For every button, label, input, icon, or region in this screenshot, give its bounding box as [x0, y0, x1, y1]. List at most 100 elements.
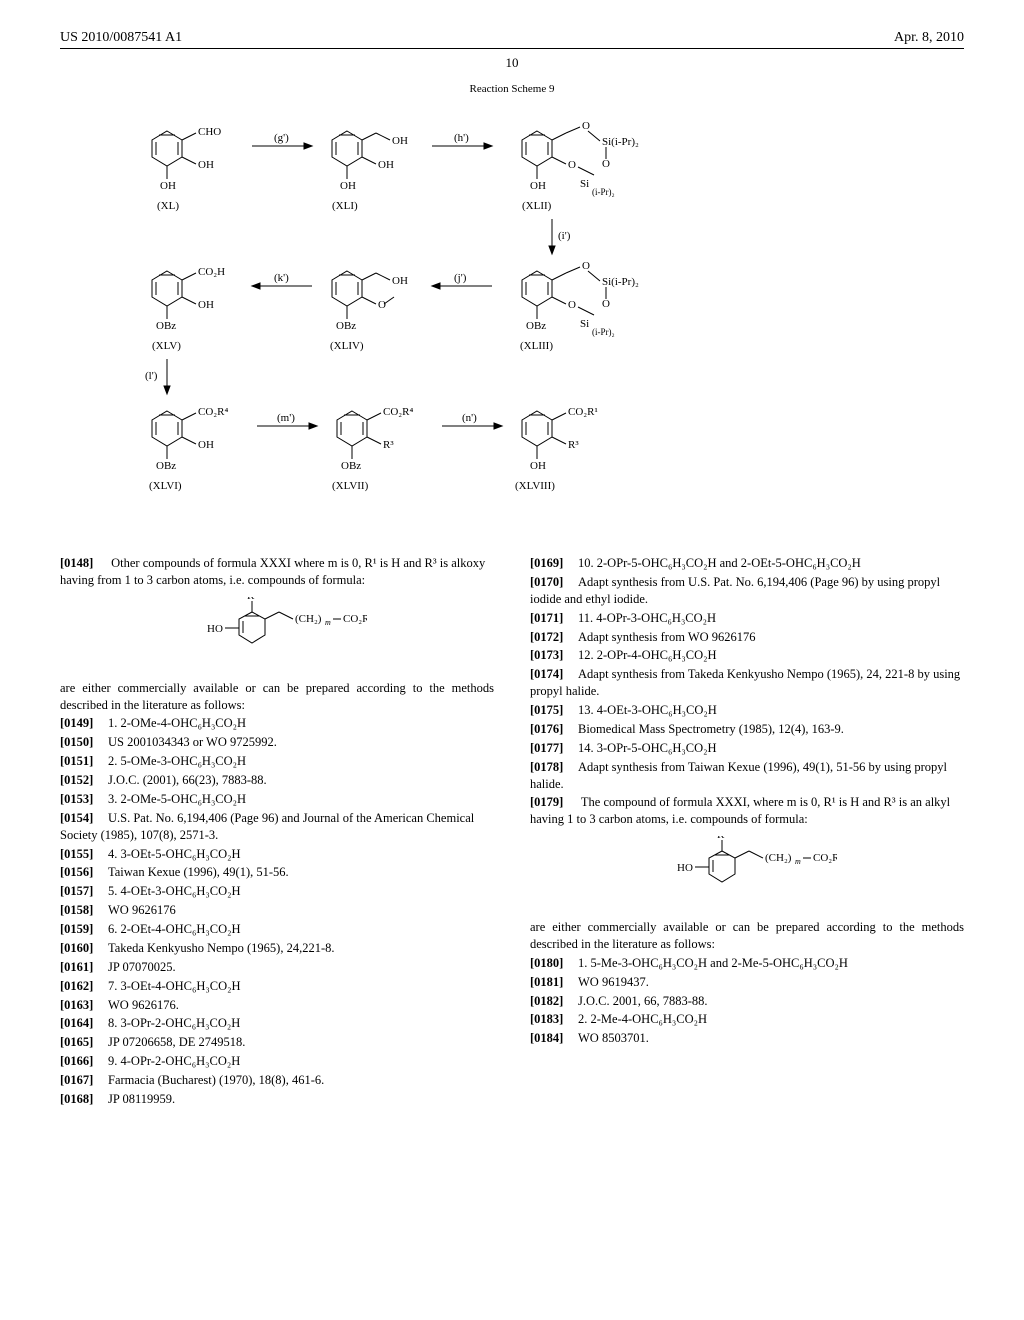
- svg-text:OBz: OBz: [336, 320, 356, 332]
- para-ref: [0155]: [60, 846, 108, 863]
- para-ref: [0149]: [60, 715, 108, 732]
- para-text: WO 9619437.: [578, 975, 649, 989]
- list-item: [0178]Adapt synthesis from Taiwan Kexue …: [530, 759, 964, 793]
- para-intro2: [0179] The compound of formula XXXI, whe…: [530, 794, 964, 828]
- para-ref: [0157]: [60, 883, 108, 900]
- para-text: 5. 4-OEt-3-OHC₆H₃CO₂H: [108, 884, 241, 898]
- svg-text:R³: R³: [383, 439, 394, 451]
- svg-text:m: m: [795, 857, 801, 866]
- list-item: [0180]1. 5-Me-3-OHC₆H₃CO₂H and 2-Me-5-OH…: [530, 955, 964, 972]
- formula-caption: are either commercially available or can…: [60, 680, 494, 714]
- svg-text:Si(i-Pr)₂: Si(i-Pr)₂: [602, 136, 639, 148]
- svg-text:(i'): (i'): [558, 230, 571, 242]
- list-item: [0154]U.S. Pat. No. 6,194,406 (Page 96) …: [60, 810, 494, 844]
- right-list-top: [0169]10. 2-OPr-5-OHC₆H₃CO₂H and 2-OEt-5…: [530, 555, 964, 792]
- svg-text:(i-Pr)₂: (i-Pr)₂: [592, 327, 615, 337]
- para-ref: [0158]: [60, 902, 108, 919]
- list-item: [0161]JP 07070025.: [60, 959, 494, 976]
- list-item: [0171]11. 4-OPr-3-OHC₆H₃CO₂H: [530, 610, 964, 627]
- svg-text:Si: Si: [580, 318, 589, 330]
- para-ref: [0169]: [530, 555, 578, 572]
- para-ref: [0182]: [530, 993, 578, 1010]
- list-item: [0170]Adapt synthesis from U.S. Pat. No.…: [530, 574, 964, 608]
- svg-text:OH: OH: [530, 460, 546, 472]
- para-text: U.S. Pat. No. 6,194,406 (Page 96) and Jo…: [60, 811, 474, 842]
- para-ref: [0160]: [60, 940, 108, 957]
- para-ref: [0163]: [60, 997, 108, 1014]
- svg-text:OH: OH: [378, 159, 394, 171]
- para-ref: [0166]: [60, 1053, 108, 1070]
- columns: [0148] Other compounds of formula XXXI w…: [60, 555, 964, 1110]
- pub-number: US 2010/0087541 A1: [60, 30, 182, 46]
- inline-formula-left: HO R³ (CH₂)m CO₂R¹: [80, 597, 494, 672]
- svg-text:(g'): (g'): [274, 132, 289, 144]
- para-text: 14. 3-OPr-5-OHC₆H₃CO₂H: [578, 741, 717, 755]
- page: US 2010/0087541 A1 Apr. 8, 2010 10 React…: [0, 0, 1024, 1150]
- svg-text:OBz: OBz: [341, 460, 361, 472]
- svg-text:CHO: CHO: [198, 126, 221, 138]
- svg-text:(l'): (l'): [145, 370, 158, 382]
- pub-date: Apr. 8, 2010: [894, 30, 964, 46]
- list-item: [0168]JP 08119959.: [60, 1091, 494, 1108]
- left-list: [0149]1. 2-OMe-4-OHC₆H₃CO₂H[0150]US 2001…: [60, 715, 494, 1107]
- para-text: 2. 2-Me-4-OHC₆H₃CO₂H: [578, 1012, 707, 1026]
- para-text: Adapt synthesis from Takeda Kenkyusho Ne…: [530, 667, 960, 698]
- para-intro: [0148] Other compounds of formula XXXI w…: [60, 555, 494, 589]
- para-ref: [0183]: [530, 1011, 578, 1028]
- list-item: [0156]Taiwan Kexue (1996), 49(1), 51-56.: [60, 864, 494, 881]
- svg-text:O: O: [602, 298, 610, 310]
- para-text: 11. 4-OPr-3-OHC₆H₃CO₂H: [578, 611, 716, 625]
- svg-text:OH: OH: [392, 275, 408, 287]
- svg-text:CO₂R¹: CO₂R¹: [568, 406, 598, 418]
- list-item: [0163]WO 9626176.: [60, 997, 494, 1014]
- para-ref: [0172]: [530, 629, 578, 646]
- svg-text:(m'): (m'): [277, 412, 295, 424]
- svg-text:(XLV): (XLV): [152, 340, 181, 352]
- svg-text:CO₂R⁴: CO₂R⁴: [383, 406, 413, 418]
- para-ref: [0162]: [60, 978, 108, 995]
- svg-text:OH: OH: [198, 299, 214, 311]
- list-item: [0153]3. 2-OMe-5-OHC₆H₃CO₂H: [60, 791, 494, 808]
- para-ref: [0150]: [60, 734, 108, 751]
- para-text: 6. 2-OEt-4-OHC₆H₃CO₂H: [108, 922, 241, 936]
- list-item: [0159]6. 2-OEt-4-OHC₆H₃CO₂H: [60, 921, 494, 938]
- svg-text:R³: R³: [247, 597, 258, 602]
- svg-text:OBz: OBz: [526, 320, 546, 332]
- para-ref: [0179]: [530, 794, 578, 811]
- svg-text:CO₂R¹: CO₂R¹: [813, 852, 837, 864]
- svg-text:m: m: [325, 618, 331, 627]
- para-text: 10. 2-OPr-5-OHC₆H₃CO₂H and 2-OEt-5-OHC₆H…: [578, 556, 861, 570]
- para-text: US 2001034343 or WO 9725992.: [108, 735, 277, 749]
- list-item: [0162]7. 3-OEt-4-OHC₆H₃CO₂H: [60, 978, 494, 995]
- para-text: JP 07070025.: [108, 960, 176, 974]
- svg-text:OBz: OBz: [156, 320, 176, 332]
- svg-text:(XLIII): (XLIII): [520, 340, 553, 352]
- svg-text:O: O: [582, 120, 590, 132]
- list-item: [0158]WO 9626176: [60, 902, 494, 919]
- para-text: Adapt synthesis from Taiwan Kexue (1996)…: [530, 760, 947, 791]
- para-text: Takeda Kenkyusho Nempo (1965), 24,221-8.: [108, 941, 335, 955]
- reaction-scheme-svg: CHO OH OH (XL) (g') OH OH OH (XLI): [102, 101, 922, 531]
- svg-text:Si: Si: [580, 178, 589, 190]
- svg-text:OH: OH: [160, 180, 176, 192]
- list-item: [0160]Takeda Kenkyusho Nempo (1965), 24,…: [60, 940, 494, 957]
- list-item: [0155]4. 3-OEt-5-OHC₆H₃CO₂H: [60, 846, 494, 863]
- svg-text:(CH₂): (CH₂): [295, 613, 322, 625]
- list-item: [0182]J.O.C. 2001, 66, 7883-88.: [530, 993, 964, 1010]
- para-ref: [0173]: [530, 647, 578, 664]
- svg-text:(XLVI): (XLVI): [149, 480, 182, 492]
- svg-text:R³: R³: [717, 836, 728, 841]
- list-item: [0169]10. 2-OPr-5-OHC₆H₃CO₂H and 2-OEt-5…: [530, 555, 964, 572]
- svg-text:(CH₂): (CH₂): [765, 852, 792, 864]
- list-item: [0181]WO 9619437.: [530, 974, 964, 991]
- para-text: WO 8503701.: [578, 1031, 649, 1045]
- svg-text:(XLIV): (XLIV): [330, 340, 364, 352]
- para-ref: [0148]: [60, 555, 108, 572]
- svg-text:CO₂R¹: CO₂R¹: [343, 613, 367, 625]
- para-text: Biomedical Mass Spectrometry (1985), 12(…: [578, 722, 844, 736]
- header: US 2010/0087541 A1 Apr. 8, 2010: [60, 30, 964, 49]
- svg-text:(XLVIII): (XLVIII): [515, 480, 555, 492]
- para-ref: [0184]: [530, 1030, 578, 1047]
- para-ref: [0177]: [530, 740, 578, 757]
- inline-formula-right: HO R³ (CH₂)m CO₂R¹: [550, 836, 964, 911]
